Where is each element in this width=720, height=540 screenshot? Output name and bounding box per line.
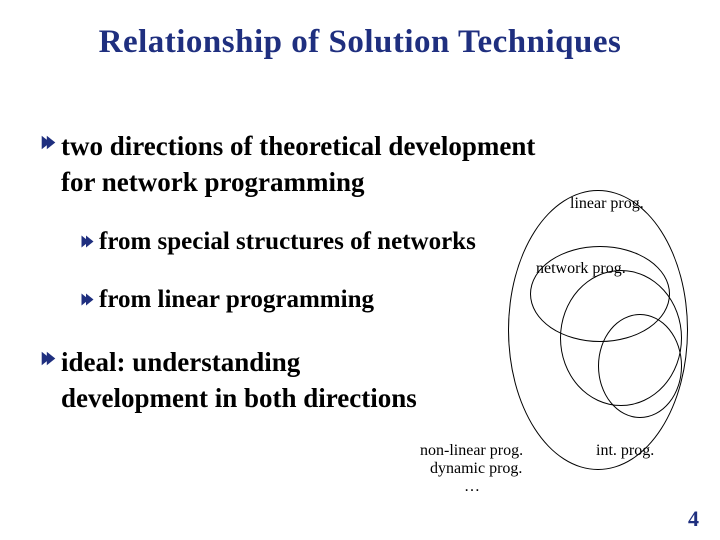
slide-title: Relationship of Solution Techniques: [0, 0, 720, 61]
bullet-1b-text: from linear programming: [99, 286, 374, 314]
label-dynamic: dynamic prog.: [430, 460, 522, 478]
bullet-1-text: two directions of theoretical developmen…: [61, 128, 535, 201]
bullet-2-line2: development in both directions: [61, 383, 417, 413]
slide-number: 4: [688, 506, 699, 532]
bullet-1: two directions of theoretical developmen…: [40, 128, 680, 201]
bullet-1b: from linear programming: [80, 286, 374, 314]
arrow-icon: [80, 292, 95, 307]
ellipse-small: [598, 314, 682, 418]
arrow-icon: [40, 350, 57, 367]
label-network: network prog.: [536, 260, 626, 278]
label-nonlinear: non-linear prog.: [420, 442, 523, 460]
bullet-1a: from special structures of networks: [80, 228, 476, 256]
bullet-2-line1: ideal: understanding: [61, 347, 300, 377]
bullet-1-line1: two directions of theoretical developmen…: [61, 131, 535, 161]
arrow-icon: [80, 234, 95, 249]
label-dots: …: [464, 478, 480, 496]
arrow-icon: [40, 134, 57, 151]
label-int: int. prog.: [596, 442, 654, 460]
label-linear: linear prog.: [570, 195, 644, 213]
bullet-1a-text: from special structures of networks: [99, 228, 476, 256]
bullet-2-text: ideal: understanding development in both…: [61, 344, 417, 417]
bullet-1-line2: for network programming: [61, 167, 364, 197]
title-text: Relationship of Solution Techniques: [99, 24, 622, 60]
